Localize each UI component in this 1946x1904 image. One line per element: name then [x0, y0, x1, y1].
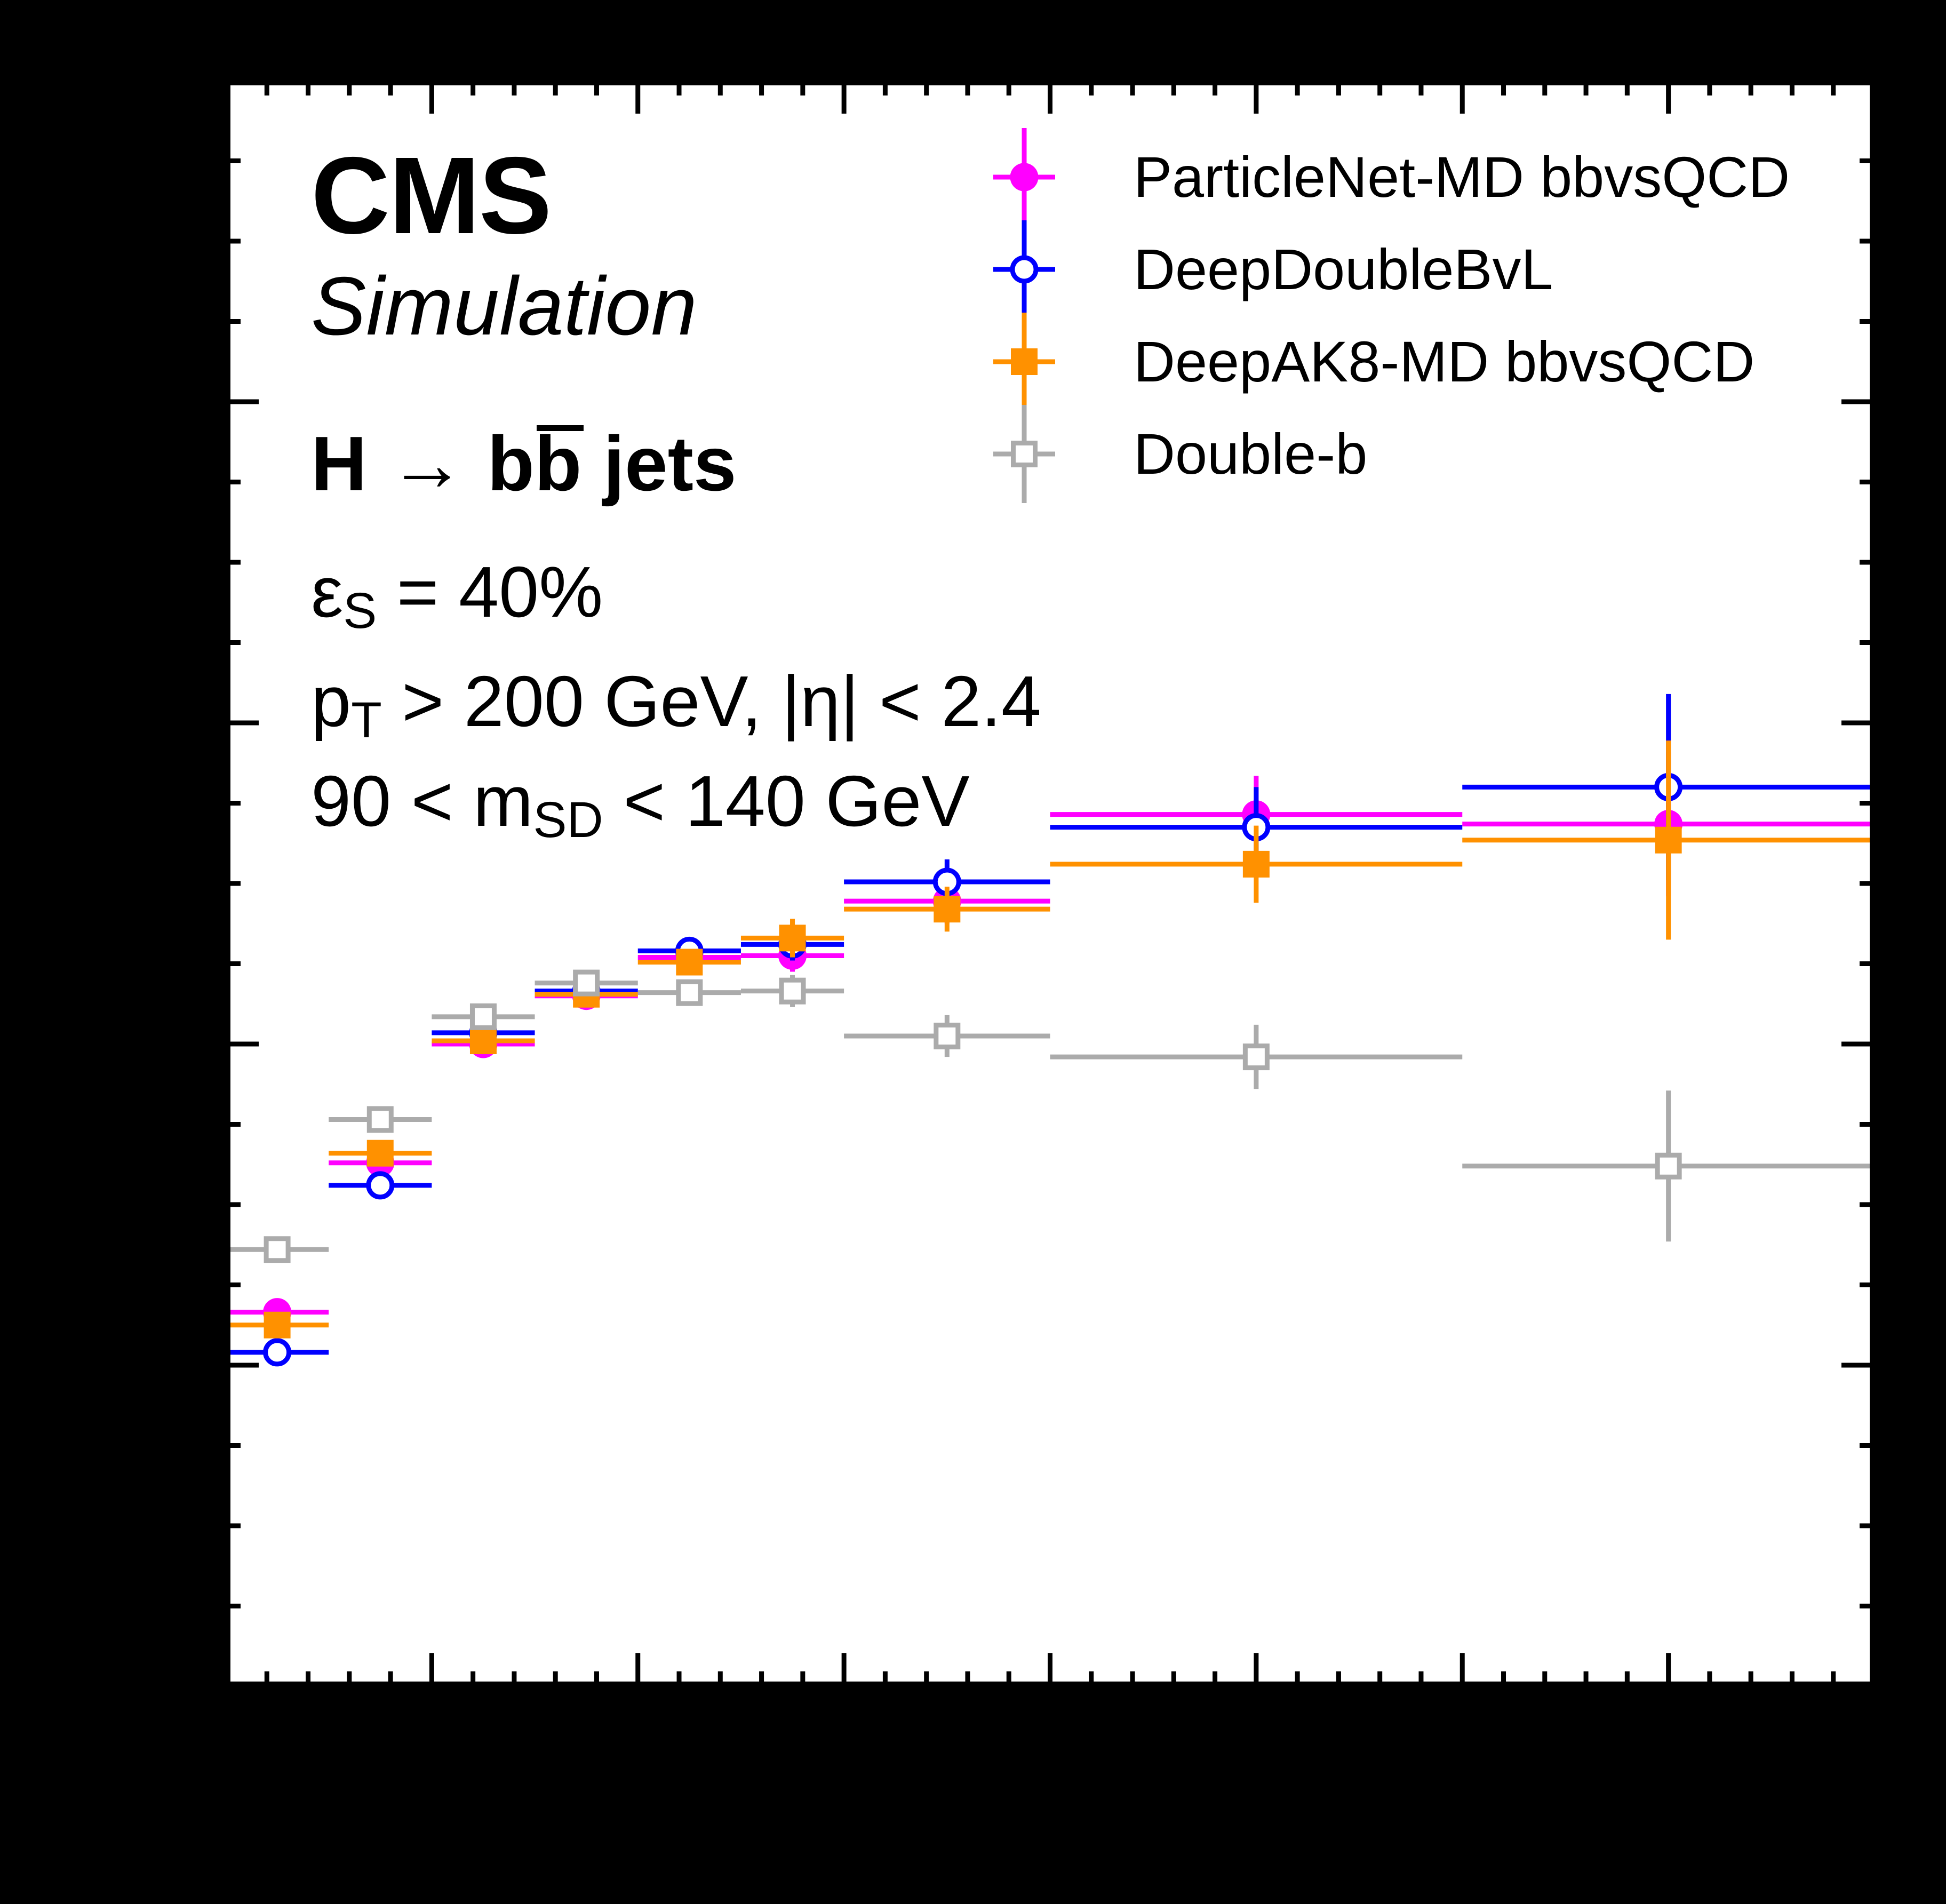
pt-sub: T: [351, 691, 382, 748]
data-point: [263, 1338, 292, 1367]
data-point: [366, 1140, 394, 1167]
plot-frame: CMS Simulation H → bb jets εS = 40% pT >…: [226, 81, 1875, 1686]
msd-selection: 90 < mSD < 140 GeV: [311, 765, 970, 845]
data-point: [366, 1106, 394, 1133]
data-point: [934, 896, 961, 923]
eff-sub: S: [343, 582, 377, 639]
eff-selection: εS = 40%: [311, 556, 603, 636]
frame-border: [226, 81, 1875, 1686]
data-point: [573, 969, 600, 997]
data-point: [264, 1236, 291, 1263]
process-bbar: b: [534, 420, 584, 507]
plot-canvas: [226, 81, 1875, 1686]
process-jets: jets: [581, 420, 737, 507]
data-point: [779, 977, 806, 1005]
pt-symbol: p: [311, 661, 352, 742]
simulation-label: Simulation: [311, 260, 697, 352]
process-arrow: →: [366, 420, 488, 507]
process-b: b: [487, 420, 535, 507]
process-h: H: [311, 420, 367, 507]
msd-pre: 90 < m: [311, 761, 533, 841]
data-point: [264, 1311, 291, 1339]
data-point: [779, 925, 806, 952]
pt-rest: > 200 GeV, |η| < 2.4: [381, 661, 1041, 742]
process-label: H → bb jets: [311, 425, 737, 503]
data-point: [1242, 1043, 1270, 1071]
data-point: [366, 1171, 395, 1200]
data-point: [1655, 1152, 1682, 1180]
pt-selection: pT > 200 GeV, |η| < 2.4: [311, 665, 1041, 745]
data-point: [676, 979, 703, 1006]
series-double-b: [226, 969, 1875, 1263]
data-point: [1655, 826, 1682, 854]
eff-symbol: ε: [311, 552, 344, 632]
data-point: [469, 1003, 497, 1030]
data-point: [934, 1022, 961, 1049]
data-point: [676, 949, 703, 976]
eff-rest: = 40%: [377, 552, 603, 632]
msd-sub: SD: [533, 791, 603, 848]
msd-rest: < 140 GeV: [603, 761, 970, 841]
cms-label: CMS: [311, 134, 552, 257]
data-point: [1242, 850, 1270, 878]
data-point: [469, 1027, 497, 1054]
